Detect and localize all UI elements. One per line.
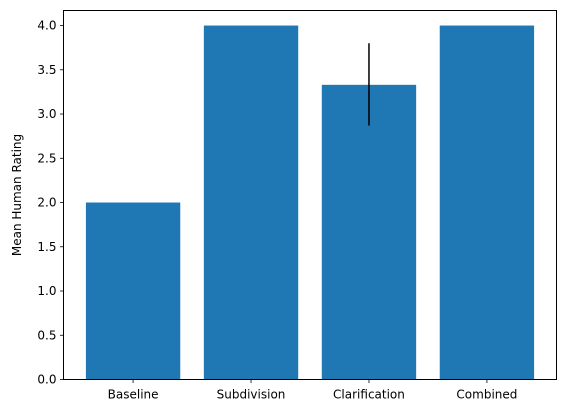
y-tick-label: 0.0 xyxy=(37,373,56,387)
x-tick-label: Clarification xyxy=(333,388,405,402)
y-tick-label: 3.0 xyxy=(37,107,56,121)
x-axis-ticks: Baseline Subdivision Clarification Combined xyxy=(108,379,517,402)
bar-baseline xyxy=(85,202,181,380)
bar-clarification xyxy=(321,84,417,380)
bar-combined xyxy=(439,25,535,380)
y-tick-label: 3.5 xyxy=(37,63,56,77)
bars-group xyxy=(85,25,535,380)
x-tick-label: Baseline xyxy=(108,388,159,402)
x-tick-label: Combined xyxy=(456,388,517,402)
y-tick-label: 2.5 xyxy=(37,151,56,165)
x-tick-label: Subdivision xyxy=(217,388,286,402)
bar-subdivision xyxy=(203,25,299,380)
plot-frame xyxy=(63,10,557,380)
y-tick-label: 1.0 xyxy=(37,284,56,298)
y-axis-label: Mean Human Rating xyxy=(10,134,24,256)
y-axis-ticks: 0.0 0.5 1.0 1.5 2.0 2.5 3.0 3.5 4.0 xyxy=(37,19,64,387)
y-tick-label: 4.0 xyxy=(37,19,56,33)
y-tick-label: 1.5 xyxy=(37,240,56,254)
y-tick-label: 2.0 xyxy=(37,196,56,210)
y-tick-label: 0.5 xyxy=(37,328,56,342)
